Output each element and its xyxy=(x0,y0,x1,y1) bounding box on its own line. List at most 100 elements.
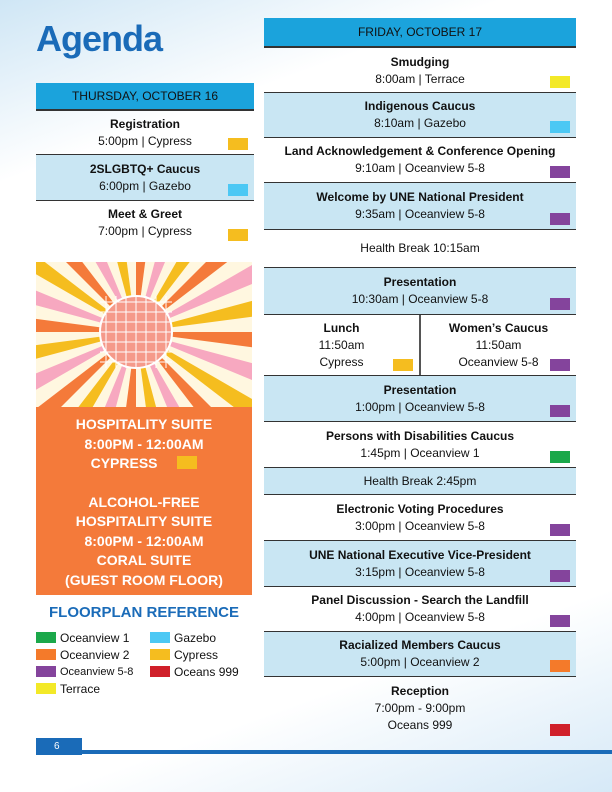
legend-swatch xyxy=(36,666,56,677)
alcohol-free-line: ALCOHOL-FREE xyxy=(88,493,200,510)
sunburst-ray xyxy=(126,332,136,407)
color-swatch xyxy=(550,660,570,672)
floorplan-legend-right: Gazebo Cypress Oceans 999 xyxy=(150,629,239,680)
schedule-title: Land Acknowledgement & Conference Openin… xyxy=(284,144,556,158)
legend-label: Oceanview 2 xyxy=(60,647,130,662)
schedule-detail: 5:00pm | Oceanview 2 xyxy=(360,655,480,669)
sunburst-ray xyxy=(136,332,252,348)
schedule-detail: 8:10am | Gazebo xyxy=(374,116,466,130)
schedule-row: Land Acknowledgement & Conference Openin… xyxy=(264,138,576,183)
color-swatch xyxy=(550,166,570,178)
schedule-title: Meet & Greet xyxy=(107,207,183,221)
hospitality-line: 8:00PM - 12:00AM xyxy=(84,435,204,452)
hospitality-line: CYPRESS xyxy=(36,454,252,474)
schedule-row: Persons with Disabilities Caucus 1:45pm |… xyxy=(264,422,576,468)
schedule-title: Registration xyxy=(109,116,180,131)
schedule-detail: 7:00pm | Cypress xyxy=(98,224,192,238)
cypress-swatch xyxy=(177,456,198,469)
schedule-row: Smudging 8:00am | Terrace xyxy=(264,50,576,93)
schedule-place: Cypress xyxy=(319,354,364,369)
color-swatch xyxy=(550,570,570,582)
color-swatch xyxy=(550,615,570,627)
schedule-title: Women’s Caucus xyxy=(448,320,549,335)
alcohol-free-line: 8:00PM - 12:00AM xyxy=(84,532,204,549)
legend-label: Oceanview 1 xyxy=(60,630,130,645)
legend-item: Oceans 999 xyxy=(150,663,239,680)
legend-swatch xyxy=(150,649,170,660)
floorplan-legend-left: Oceanview 1 Oceanview 2 Oceanview 5-8 Terra… xyxy=(36,629,133,697)
schedule-title: 2SLGBTQ+ Caucus xyxy=(89,161,201,176)
alcohol-free-line: HOSPITALITY SUITE xyxy=(75,513,213,529)
color-swatch xyxy=(550,298,570,310)
schedule-place: Oceanview 5-8 xyxy=(458,354,539,369)
thursday-schedule: Registration 5:00pm | Cypress 2SLGBTQ+ Cau… xyxy=(36,111,254,245)
color-swatch xyxy=(550,213,570,225)
hospitality-line: HOSPITALITY SUITE xyxy=(75,416,213,432)
sunburst-ray xyxy=(136,332,157,407)
schedule-row: Registration 5:00pm | Cypress xyxy=(36,111,254,155)
friday-schedule: Smudging 8:00am | Terrace Indigenous Caucu… xyxy=(264,50,576,740)
schedule-row: Lunch 11:50am Cypress Women’s Caucus 11:50am… xyxy=(264,315,576,376)
legend-item: Cypress xyxy=(150,646,239,663)
schedule-title: UNE National Executive Vice-President xyxy=(309,547,531,562)
color-swatch xyxy=(228,229,248,241)
schedule-title: Panel Discussion - Search the Landfill xyxy=(311,593,529,607)
schedule-title: Indigenous Caucus xyxy=(364,99,476,113)
schedule-title: Racialized Members Caucus xyxy=(339,638,501,652)
schedule-row: Health Break 10:15am xyxy=(264,230,576,268)
color-swatch xyxy=(228,138,248,150)
page-title: Agenda xyxy=(36,18,163,59)
color-swatch xyxy=(550,76,570,88)
legend-swatch xyxy=(36,649,56,660)
schedule-title: Welcome by UNE National President xyxy=(316,190,524,204)
alcohol-free-line: (GUEST ROOM FLOOR) xyxy=(65,571,223,588)
schedule-detail: 1:00pm | Oceanview 5-8 xyxy=(355,399,485,414)
schedule-row: Presentation 1:00pm | Oceanview 5-8 xyxy=(264,376,576,422)
schedule-title: Reception xyxy=(390,684,449,698)
schedule-detail: 5:00pm | Cypress xyxy=(98,133,192,148)
schedule-row: UNE National Executive Vice-President 3:1… xyxy=(264,541,576,587)
schedule-row: Racialized Members Caucus 5:00pm | Oceanv… xyxy=(264,632,576,677)
schedule-detail: Oceans 999 xyxy=(387,718,453,732)
color-swatch xyxy=(550,359,570,371)
sunburst-ray xyxy=(36,318,136,332)
legend-item: Gazebo xyxy=(150,629,239,646)
schedule-title: Presentation xyxy=(383,275,457,289)
alcohol-free-line: CORAL SUITE xyxy=(96,552,192,568)
schedule-row: Panel Discussion - Search the Landfill 4:… xyxy=(264,587,576,632)
color-swatch xyxy=(550,451,570,463)
schedule-split-cell: Women’s Caucus 11:50am Oceanview 5-8 xyxy=(421,315,576,375)
legend-swatch xyxy=(36,632,56,643)
color-swatch xyxy=(550,405,570,417)
color-swatch xyxy=(550,524,570,536)
color-swatch xyxy=(393,359,413,371)
sunburst-ray xyxy=(36,332,136,359)
schedule-time: 11:50am xyxy=(475,337,522,352)
schedule-break: Health Break 2:45pm xyxy=(363,473,477,488)
legend-label: Gazebo xyxy=(174,630,217,645)
schedule-detail: 3:00pm | Oceanview 5-8 xyxy=(355,518,485,533)
schedule-title: Smudging xyxy=(390,55,450,69)
schedule-detail: 7:00pm - 9:00pm xyxy=(374,701,466,715)
schedule-detail: 4:00pm | Oceanview 5-8 xyxy=(355,610,485,624)
schedule-split-cell: Lunch 11:50am Cypress xyxy=(264,315,421,375)
schedule-detail: 10:30am | Oceanview 5-8 xyxy=(351,292,489,306)
schedule-title: Lunch xyxy=(323,320,360,335)
schedule-row: Health Break 2:45pm xyxy=(264,468,576,495)
legend-swatch xyxy=(36,683,56,694)
legend-swatch xyxy=(150,632,170,643)
legend-item: Oceanview 2 xyxy=(36,646,133,663)
color-swatch xyxy=(550,724,570,736)
legend-label: Oceanview 5-8 xyxy=(60,665,134,678)
legend-swatch xyxy=(150,666,170,677)
hospitality-box: HOSPITALITY SUITE 8:00PM - 12:00AM CYPRE… xyxy=(36,407,252,595)
page-number: 6 xyxy=(36,738,82,755)
friday-header: FRIDAY, OCTOBER 17 xyxy=(264,18,576,48)
legend-label: Cypress xyxy=(174,647,219,662)
schedule-detail: 8:00am | Terrace xyxy=(375,72,465,86)
schedule-row: Indigenous Caucus 8:10am | Gazebo xyxy=(264,93,576,138)
schedule-row: Presentation 10:30am | Oceanview 5-8 xyxy=(264,268,576,315)
footer-line xyxy=(82,750,612,754)
schedule-title: Presentation xyxy=(383,382,457,397)
schedule-time: 11:50am xyxy=(318,337,365,352)
